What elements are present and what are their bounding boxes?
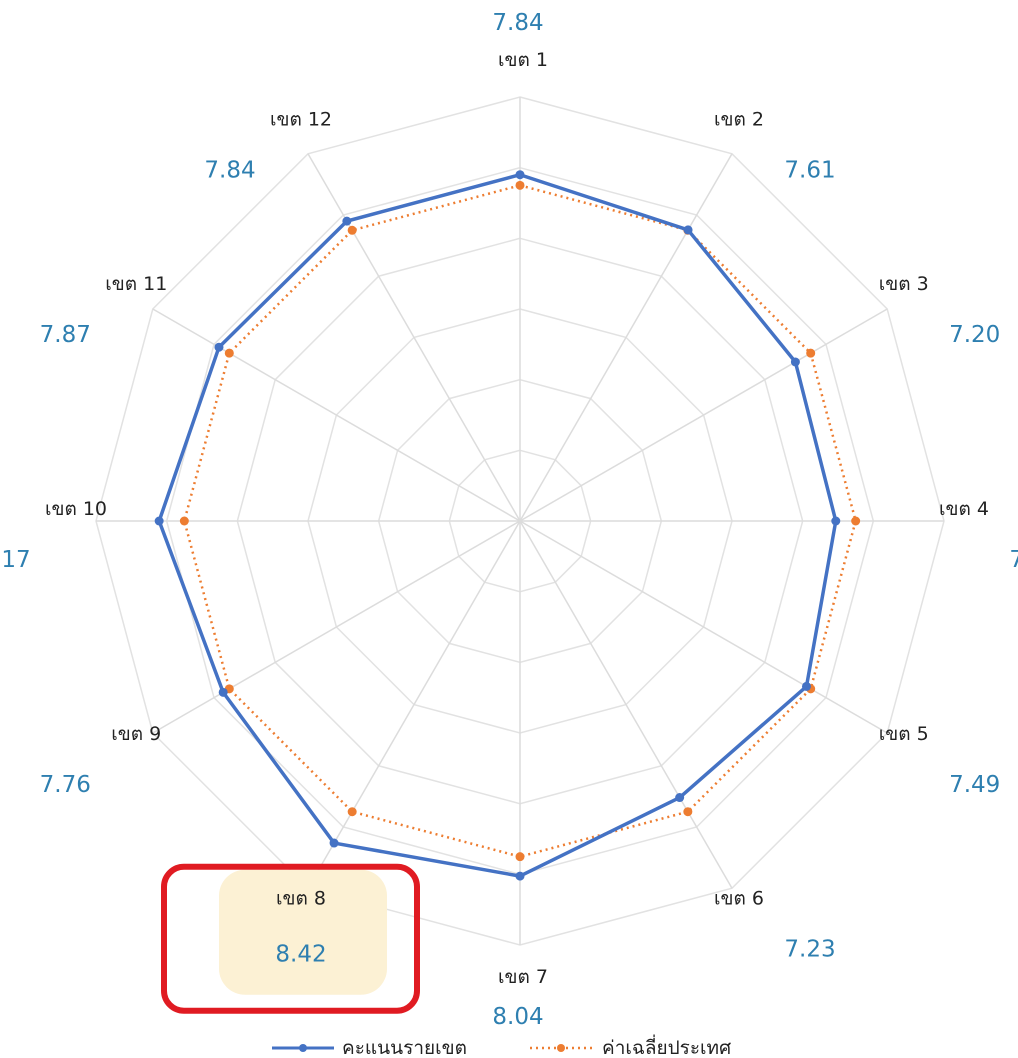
category-label: เขต 2 [714,108,764,130]
legend-label-region-score: คะแนนรายเขต [342,1037,467,1058]
value-label: 7.61 [784,157,835,183]
highlight-frame [161,863,420,1014]
grid-spoke [152,520,521,734]
grid-spoke [519,520,733,889]
value-label: 7.49 [949,772,1000,798]
series-line-region-score [157,172,838,878]
point-region-score [329,838,339,848]
value-label: 7.84 [492,10,543,36]
point-national-average [347,807,357,817]
point-national-average [224,348,234,358]
category-label: เขต 12 [270,108,332,130]
value-label: 8.42 [275,942,326,968]
point-region-score [218,687,228,697]
grid-spoke [519,153,733,522]
point-region-score [790,357,800,367]
category-label: เขต 8 [276,888,326,910]
legend-swatch-marker-national-average [557,1044,565,1052]
point-region-score [154,516,164,526]
point-national-average [806,348,816,358]
point-national-average [683,807,693,817]
category-label: เขต 9 [111,723,161,745]
category-label: เขต 5 [879,723,929,745]
category-label: เขต 10 [45,498,107,520]
category-label: เขต 3 [879,273,929,295]
grid-spoke [519,308,888,522]
point-region-score [342,216,352,226]
point-national-average [515,852,525,862]
value-label: 7.87 [40,322,91,348]
highlight-box [219,869,387,995]
point-region-score [515,871,525,881]
point-region-score [831,516,841,526]
category-label: เขต 7 [498,966,548,988]
point-region-score [683,225,693,235]
point-region-score [214,342,224,352]
value-label: 7.20 [949,322,1000,348]
point-region-score [515,170,525,180]
category-label: เขต 1 [498,49,548,71]
legend-swatch-marker-region-score [299,1044,307,1052]
point-region-score [801,681,811,691]
point-national-average [851,516,861,526]
point-national-average [347,225,357,235]
point-national-average [515,180,525,190]
value-label: 7.76 [40,772,91,798]
series-layer [154,170,861,881]
highlight-layer [161,863,420,1014]
point-national-average [179,516,189,526]
legend: คะแนนรายเขต ค่าเฉลี่ยประเทศ [272,1034,731,1058]
category-label: เขต 11 [105,273,167,295]
grid-spoke [307,153,521,522]
value-label: 7.23 [784,937,835,963]
legend-label-national-average: ค่าเฉลี่ยประเทศ [602,1034,731,1058]
value-label: 7.84 [204,157,255,183]
value-label: 8.17 [0,547,31,573]
radar-grid [95,96,945,946]
grid-spoke [307,520,521,889]
category-labels: เขต 1 7.84 เขต 2 7.61 เขต 3 7.20 เขต 4 7.15 เขต … [0,10,1018,1030]
grid-spoke [519,520,888,734]
category-label: เขต 4 [939,498,989,520]
value-label: 8.04 [492,1004,543,1030]
point-region-score [675,793,685,803]
grid-spoke [152,308,521,522]
category-label: เขต 6 [714,888,764,910]
value-label: 7.15 [1009,547,1018,573]
